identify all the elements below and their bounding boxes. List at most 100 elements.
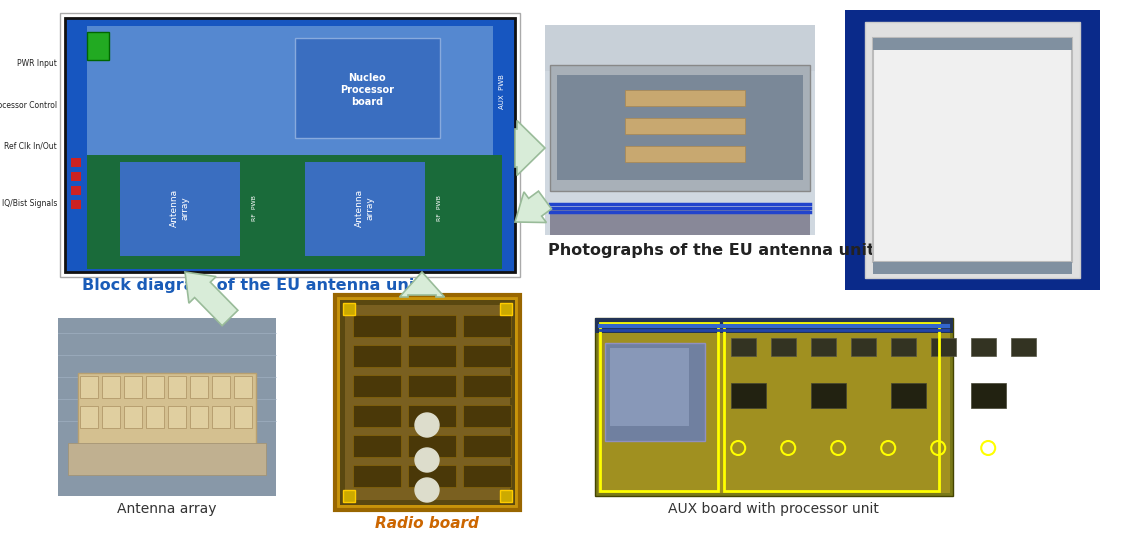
- Bar: [865, 22, 1080, 278]
- Bar: [846, 10, 1100, 290]
- Bar: [343, 303, 355, 315]
- Bar: [102, 376, 119, 398]
- Bar: [811, 338, 836, 356]
- Bar: [234, 406, 251, 428]
- Bar: [212, 376, 230, 398]
- Bar: [335, 295, 520, 510]
- FancyArrow shape: [399, 272, 445, 297]
- Bar: [463, 375, 511, 397]
- Text: Radio board: Radio board: [376, 516, 479, 531]
- Bar: [353, 375, 401, 397]
- Bar: [600, 323, 718, 491]
- Bar: [71, 172, 81, 181]
- Bar: [119, 162, 240, 256]
- Circle shape: [415, 448, 439, 472]
- Bar: [463, 465, 511, 487]
- Bar: [409, 435, 456, 457]
- Bar: [873, 38, 1072, 262]
- Bar: [86, 26, 502, 158]
- Bar: [625, 118, 745, 134]
- Bar: [353, 315, 401, 337]
- Bar: [168, 406, 185, 428]
- Bar: [545, 25, 815, 235]
- Bar: [724, 323, 939, 491]
- FancyArrow shape: [516, 191, 552, 222]
- Bar: [550, 65, 810, 191]
- Text: RF  PWB: RF PWB: [437, 195, 443, 221]
- Bar: [873, 38, 1072, 50]
- Bar: [353, 465, 401, 487]
- Bar: [731, 383, 766, 408]
- Bar: [71, 158, 81, 167]
- Bar: [595, 318, 953, 496]
- Bar: [79, 373, 256, 444]
- Text: Antenna
array: Antenna array: [355, 189, 374, 227]
- Bar: [124, 406, 142, 428]
- Bar: [345, 305, 510, 500]
- Bar: [190, 376, 208, 398]
- Bar: [343, 490, 355, 502]
- Bar: [971, 338, 996, 356]
- Bar: [295, 38, 440, 138]
- Text: Processor Control: Processor Control: [0, 101, 57, 111]
- Bar: [212, 406, 230, 428]
- Bar: [772, 338, 797, 356]
- Bar: [610, 348, 688, 426]
- Bar: [409, 465, 456, 487]
- Bar: [146, 376, 164, 398]
- Text: RF  PWB: RF PWB: [253, 195, 257, 221]
- Bar: [873, 262, 1072, 274]
- Text: Antenna array: Antenna array: [117, 502, 216, 516]
- Bar: [891, 383, 926, 408]
- Bar: [409, 405, 456, 427]
- Bar: [80, 376, 98, 398]
- Bar: [493, 26, 511, 158]
- Bar: [625, 146, 745, 162]
- Bar: [931, 338, 956, 356]
- Bar: [463, 315, 511, 337]
- Bar: [168, 376, 185, 398]
- Text: Nucleo
Processor
board: Nucleo Processor board: [340, 74, 394, 107]
- Bar: [463, 435, 511, 457]
- Bar: [65, 18, 516, 272]
- Bar: [597, 321, 950, 493]
- Bar: [625, 90, 745, 106]
- Text: Block diagram of the EU antenna unit: Block diagram of the EU antenna unit: [82, 278, 422, 293]
- Bar: [146, 406, 164, 428]
- Text: IQ/Bist Signals: IQ/Bist Signals: [1, 198, 57, 208]
- Bar: [305, 162, 424, 256]
- Text: AUX  PWB: AUX PWB: [498, 75, 505, 110]
- Bar: [80, 406, 98, 428]
- Bar: [971, 383, 1006, 408]
- Bar: [71, 186, 81, 195]
- Text: Ref Clk In/Out: Ref Clk In/Out: [5, 142, 57, 150]
- FancyArrow shape: [516, 120, 545, 175]
- Bar: [353, 345, 401, 367]
- Text: PWR Input: PWR Input: [17, 58, 57, 68]
- Bar: [58, 318, 277, 496]
- Bar: [234, 376, 251, 398]
- Bar: [340, 300, 516, 505]
- Bar: [60, 13, 520, 277]
- Bar: [1011, 338, 1036, 356]
- Bar: [731, 338, 756, 356]
- Bar: [353, 405, 401, 427]
- Bar: [102, 406, 119, 428]
- Bar: [851, 338, 876, 356]
- FancyArrow shape: [185, 272, 238, 326]
- Bar: [595, 318, 953, 333]
- Bar: [550, 208, 810, 235]
- Bar: [463, 405, 511, 427]
- Bar: [409, 315, 456, 337]
- Bar: [545, 25, 815, 71]
- Bar: [605, 343, 706, 441]
- Bar: [86, 155, 502, 269]
- Bar: [500, 490, 512, 502]
- Text: AUX board with processor unit: AUX board with processor unit: [668, 502, 879, 516]
- Circle shape: [415, 478, 439, 502]
- Bar: [891, 338, 916, 356]
- Bar: [409, 345, 456, 367]
- Bar: [58, 318, 277, 496]
- Bar: [556, 75, 803, 180]
- Bar: [124, 376, 142, 398]
